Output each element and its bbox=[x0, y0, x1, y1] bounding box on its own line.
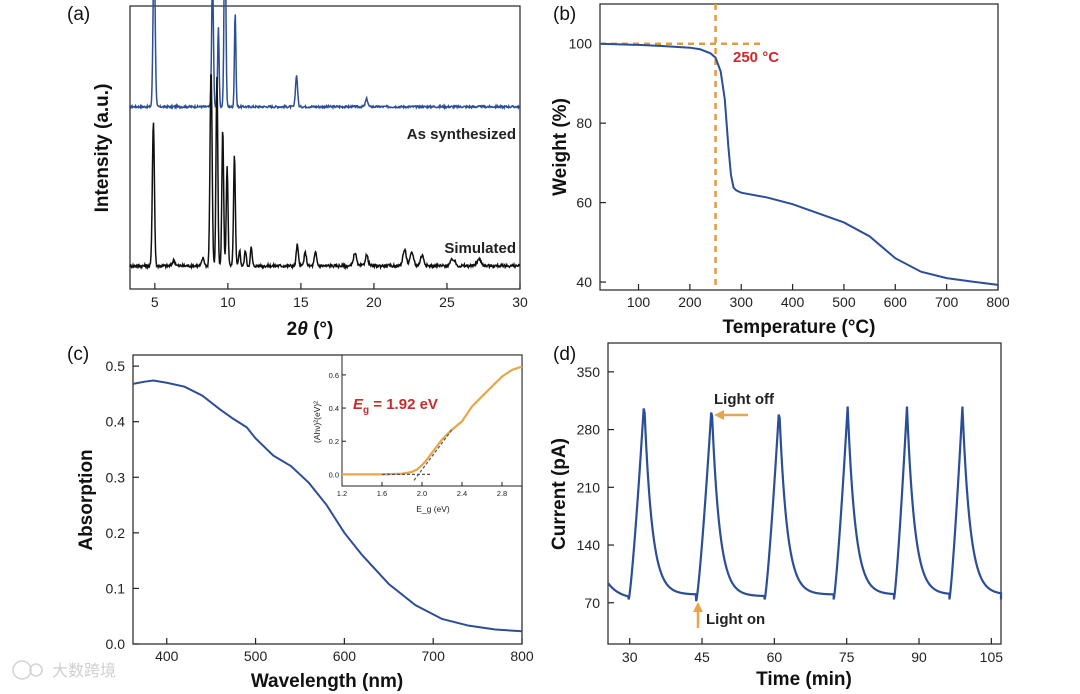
inset-y-tick-label: 0.6 bbox=[329, 371, 339, 380]
panel-b-y-axis-label: Weight (%) bbox=[550, 98, 571, 196]
panel-d-label: (d) bbox=[553, 344, 576, 365]
x-tick-label: 400 bbox=[155, 648, 179, 664]
absorption-curve bbox=[132, 379, 523, 633]
light-off-arrowhead bbox=[714, 410, 724, 420]
panel-b: (b) 100 200 300 400 500 600 700 800 40 60 80 100 25… bbox=[550, 3, 1010, 338]
x-tick-label: 30 bbox=[622, 649, 638, 665]
y-tick-label: 0.3 bbox=[106, 469, 126, 485]
series-line-as-synthesized bbox=[129, 0, 521, 111]
light-on-label: Light on bbox=[706, 611, 765, 628]
x-tick-label: 300 bbox=[730, 294, 754, 310]
watermark-logo-icon bbox=[12, 660, 32, 680]
x-tick-label: 200 bbox=[678, 294, 702, 310]
x-tick-label: 500 bbox=[832, 294, 856, 310]
y-tick-label: 60 bbox=[576, 195, 592, 211]
band-gap-annotation: Eg = 1.92 eV bbox=[353, 396, 438, 416]
panel-d: (d) 30 45 60 75 90 105 70 140 210 280 350 Light of… bbox=[549, 342, 1004, 690]
panel-c: (c) 400 500 600 700 800 0.0 0.1 0.2 0.3 0.4 0.5 Wa… bbox=[67, 344, 534, 692]
inset-x-tick-label: 2.0 bbox=[417, 489, 427, 498]
x-tick-label: 75 bbox=[839, 649, 855, 665]
x-tick-label: 30 bbox=[512, 294, 528, 310]
panel-b-label: (b) bbox=[553, 4, 576, 25]
y-tick-label: 0.4 bbox=[106, 414, 126, 430]
inset-x-tick-label: 2.8 bbox=[497, 489, 507, 498]
panel-d-frame bbox=[607, 342, 1002, 645]
y-tick-label: 280 bbox=[577, 422, 601, 438]
light-off-label: Light off bbox=[714, 391, 775, 408]
watermark-text: 大数跨境 bbox=[52, 661, 116, 680]
x-tick-label: 700 bbox=[422, 648, 446, 664]
inset-y-tick-label: 0.4 bbox=[329, 404, 339, 413]
tauc-fit-line bbox=[413, 429, 453, 481]
panel-c-y-axis-label: Absorption bbox=[76, 449, 97, 550]
inset-y-tick-label: 0.2 bbox=[329, 437, 339, 446]
x-tick-label: 400 bbox=[781, 294, 805, 310]
series-label-simulated: Simulated bbox=[444, 240, 516, 257]
y-tick-label: 350 bbox=[577, 364, 601, 380]
y-tick-label: 80 bbox=[576, 115, 592, 131]
x-tick-label: 45 bbox=[694, 649, 710, 665]
y-tick-label: 0.0 bbox=[106, 636, 126, 652]
x-tick-label: 600 bbox=[884, 294, 908, 310]
x-tick-label: 15 bbox=[293, 294, 309, 310]
y-tick-label: 140 bbox=[577, 537, 601, 553]
y-tick-label: 0.2 bbox=[106, 525, 126, 541]
panel-a-y-axis-label: Intensity (a.u.) bbox=[92, 84, 113, 213]
x-tick-label: 5 bbox=[151, 294, 159, 310]
panel-a-frame bbox=[129, 5, 521, 290]
x-tick-label: 100 bbox=[627, 294, 651, 310]
tauc-inset: 1.2 1.6 2.0 2.4 2.8 0.0 0.2 0.4 0.6 Eg = 1.92 eV… bbox=[312, 354, 523, 514]
x-tick-label: 20 bbox=[366, 294, 382, 310]
x-tick-label: 500 bbox=[244, 648, 268, 664]
panel-b-x-axis-label: Temperature (°C) bbox=[723, 317, 876, 338]
inset-x-tick-label: 2.4 bbox=[457, 489, 467, 498]
inset-frame bbox=[341, 354, 523, 487]
series-label-as-synthesized: As synthesized bbox=[407, 126, 516, 143]
panel-c-ticks: 400 500 600 700 800 0.0 0.1 0.2 0.3 0.4 0.5 bbox=[106, 358, 534, 664]
x-tick-label: 25 bbox=[439, 294, 455, 310]
panel-b-frame bbox=[599, 3, 999, 291]
y-tick-label: 100 bbox=[569, 36, 593, 52]
y-tick-label: 210 bbox=[577, 479, 601, 495]
panel-c-frame bbox=[132, 354, 523, 645]
x-tick-label: 800 bbox=[510, 648, 534, 664]
panel-c-label: (c) bbox=[67, 344, 89, 365]
panel-a-label: (a) bbox=[67, 4, 90, 25]
inset-ticks: 1.2 1.6 2.0 2.4 2.8 0.0 0.2 0.4 0.6 bbox=[329, 371, 508, 498]
x-tick-label: 105 bbox=[980, 649, 1004, 665]
y-tick-label: 70 bbox=[584, 595, 600, 611]
tga-curve bbox=[599, 42, 999, 286]
series-line-simulated bbox=[129, 74, 521, 271]
x-tick-label: 800 bbox=[986, 294, 1010, 310]
panel-c-x-axis-label: Wavelength (nm) bbox=[251, 671, 403, 692]
x-tick-label: 60 bbox=[767, 649, 783, 665]
panel-a-x-ticks: 5 10 15 20 25 30 bbox=[151, 283, 528, 310]
panel-b-ticks: 100 200 300 400 500 600 700 800 40 60 80 100 bbox=[569, 36, 1010, 310]
inset-x-tick-label: 1.2 bbox=[337, 489, 347, 498]
panel-d-ticks: 30 45 60 75 90 105 70 140 210 280 350 bbox=[577, 364, 1004, 665]
inset-x-axis-label: E_g (eV) bbox=[416, 504, 450, 514]
x-tick-label: 90 bbox=[911, 649, 927, 665]
panel-a: (a) 5 10 15 20 25 30 As synthesized Simulated… bbox=[67, 0, 528, 340]
watermark-logo-icon-small bbox=[29, 663, 43, 677]
temperature-annotation: 250 °C bbox=[733, 49, 779, 66]
panel-d-y-axis-label: Current (pA) bbox=[549, 438, 570, 550]
x-tick-label: 10 bbox=[220, 294, 236, 310]
light-on-arrowhead bbox=[693, 602, 703, 612]
panel-a-x-axis-label: 2θ (°) bbox=[287, 319, 334, 340]
inset-y-axis-label: (Ahν)²(eV)² bbox=[312, 401, 322, 443]
x-tick-label: 700 bbox=[935, 294, 959, 310]
watermark: 大数跨境 bbox=[12, 660, 116, 680]
inset-y-tick-label: 0.0 bbox=[329, 470, 339, 479]
y-tick-label: 0.1 bbox=[106, 580, 126, 596]
y-tick-label: 40 bbox=[576, 274, 592, 290]
panel-d-x-axis-label: Time (min) bbox=[756, 669, 852, 690]
photocurrent-curve bbox=[607, 406, 1003, 602]
x-tick-label: 600 bbox=[333, 648, 357, 664]
tauc-curve bbox=[342, 365, 523, 476]
y-tick-label: 0.5 bbox=[106, 358, 126, 374]
inset-x-tick-label: 1.6 bbox=[377, 489, 387, 498]
